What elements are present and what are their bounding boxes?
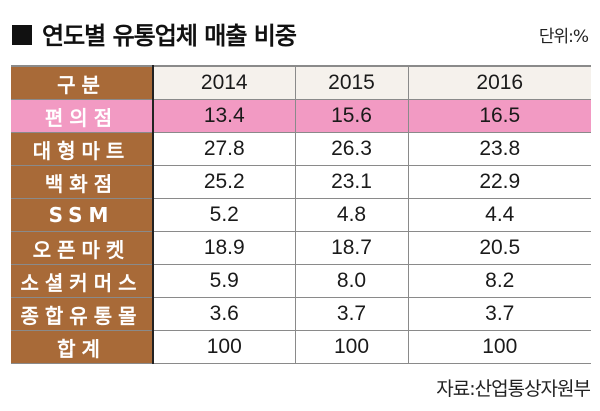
cell-value: 27.8 — [152, 132, 295, 166]
cell-value: 4.4 — [407, 198, 591, 232]
row-label: 대형마트 — [11, 132, 154, 166]
header-year: 2015 — [294, 65, 408, 100]
cell-value: 23.1 — [294, 165, 408, 199]
cell-value: 25.2 — [152, 165, 295, 199]
header-year: 2016 — [407, 65, 591, 100]
cell-value: 5.2 — [152, 198, 295, 232]
cell-value: 100 — [152, 330, 295, 364]
row-label: 종합유통몰 — [11, 297, 154, 331]
table-row: 대형마트 27.8 26.3 23.8 — [11, 132, 591, 166]
cell-value: 18.9 — [152, 231, 295, 265]
cell-value: 8.0 — [294, 264, 408, 298]
table-row-total: 합계 100 100 100 — [11, 330, 591, 364]
cell-value: 16.5 — [407, 99, 591, 133]
cell-value: 22.9 — [407, 165, 591, 199]
cell-value: 23.8 — [407, 132, 591, 166]
table-row: 종합유통몰 3.6 3.7 3.7 — [11, 297, 591, 331]
square-bullet-icon — [12, 25, 32, 45]
sales-share-table: 구분 2014 2015 2016 편의점 13.4 15.6 16.5 대형마… — [11, 65, 591, 364]
row-label: 합계 — [11, 330, 154, 364]
cell-value: 5.9 — [152, 264, 295, 298]
header-year: 2014 — [152, 65, 295, 100]
row-label: SSM — [11, 198, 154, 232]
cell-value: 4.8 — [294, 198, 408, 232]
table-row: 소셜커머스 5.9 8.0 8.2 — [11, 264, 591, 298]
cell-value: 100 — [294, 330, 408, 364]
row-label: 소셜커머스 — [11, 264, 154, 298]
cell-value: 3.6 — [152, 297, 295, 331]
row-label: 백화점 — [11, 165, 154, 199]
header-category: 구분 — [11, 65, 154, 100]
title-bar: 연도별 유통업체 매출 비중 단위:% — [12, 20, 592, 52]
cell-value: 3.7 — [294, 297, 408, 331]
cell-value: 3.7 — [407, 297, 591, 331]
row-label: 오픈마켓 — [11, 231, 154, 265]
table-header-row: 구분 2014 2015 2016 — [11, 65, 591, 100]
cell-value: 13.4 — [152, 99, 295, 133]
table-row: SSM 5.2 4.8 4.4 — [11, 198, 591, 232]
table-row: 백화점 25.2 23.1 22.9 — [11, 165, 591, 199]
cell-value: 20.5 — [407, 231, 591, 265]
unit-label: 단위:% — [538, 27, 589, 47]
table-row: 편의점 13.4 15.6 16.5 — [11, 99, 591, 133]
cell-value: 15.6 — [294, 99, 408, 133]
page-title: 연도별 유통업체 매출 비중 — [42, 22, 297, 50]
cell-value: 100 — [407, 330, 591, 364]
source-note: 자료:산업통상자원부 — [436, 378, 591, 400]
table-row: 오픈마켓 18.9 18.7 20.5 — [11, 231, 591, 265]
cell-value: 26.3 — [294, 132, 408, 166]
cell-value: 18.7 — [294, 231, 408, 265]
cell-value: 8.2 — [407, 264, 591, 298]
row-label: 편의점 — [11, 99, 154, 133]
